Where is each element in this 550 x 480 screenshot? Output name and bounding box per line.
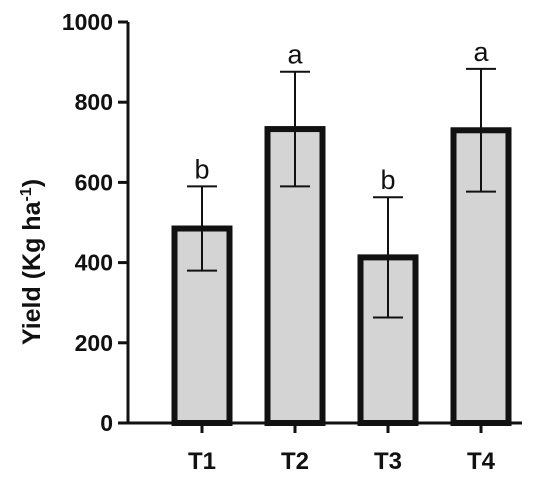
x-tick-label-T4: T4	[467, 448, 496, 475]
x-tick-label-T1: T1	[188, 448, 216, 475]
labels-group: 0 200 400 600 800 1000 T1 b T2 a T3 b T4 a	[62, 9, 496, 475]
significance-label-T3: b	[380, 165, 395, 195]
y-tick-label-200: 200	[75, 330, 113, 356]
significance-label-T1: b	[194, 154, 209, 184]
significance-label-T4: a	[473, 37, 489, 67]
y-tick-label-0: 0	[100, 410, 113, 436]
x-tick-label-T2: T2	[281, 448, 309, 475]
y-axis-label: Yield (Kg ha-1)	[18, 179, 46, 345]
bars-group	[171, 126, 512, 427]
y-tick-label-600: 600	[75, 169, 113, 195]
significance-label-T2: a	[287, 40, 303, 70]
y-tick-label-800: 800	[75, 89, 113, 115]
y-axis-label-main: Yield (Kg ha	[18, 200, 46, 345]
y-tick-label-400: 400	[75, 250, 113, 276]
error-bars-group	[187, 67, 496, 319]
y-axis-label-sup: -1	[18, 187, 35, 201]
y-tick-label-1000: 1000	[62, 9, 113, 35]
x-tick-label-T3: T3	[374, 448, 402, 475]
y-axis-label-close: )	[18, 179, 46, 187]
